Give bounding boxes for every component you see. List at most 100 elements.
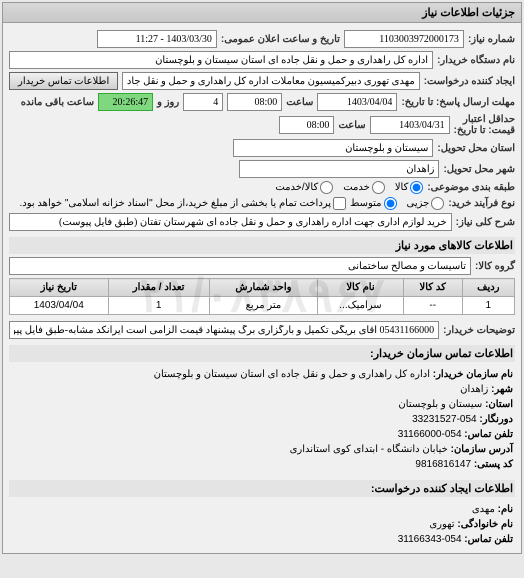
radio-service-label: خدمت: [343, 182, 370, 193]
c-fax: 054-33231527: [412, 414, 477, 425]
deadline-label: مهلت ارسال پاسخ: تا تاریخ:: [401, 97, 515, 108]
countdown-field: [98, 93, 153, 111]
radio-minor-label: جزیی: [407, 198, 430, 209]
buyer-org-label: نام دستگاه خریدار:: [437, 55, 515, 66]
cr-name: مهدی: [472, 504, 495, 515]
row-deadline: مهلت ارسال پاسخ: تا تاریخ: ساعت روز و سا…: [9, 93, 515, 111]
th-code: کد کالا: [403, 279, 462, 297]
panel-title: جزئیات اطلاعات نیاز: [3, 3, 521, 23]
panel-body: شماره نیاز: تاریخ و ساعت اعلان عمومی: نا…: [3, 23, 521, 553]
days-remaining-field[interactable]: [183, 93, 223, 111]
radio-goods[interactable]: کالا: [395, 181, 424, 194]
row-need-number: شماره نیاز: تاریخ و ساعت اعلان عمومی:: [9, 30, 515, 48]
group-field[interactable]: [9, 257, 471, 275]
validity-date-field[interactable]: [370, 116, 450, 134]
need-number-label: شماره نیاز:: [468, 34, 515, 45]
row-group: گروه کالا:: [9, 257, 515, 275]
validity-time-field[interactable]: [279, 116, 334, 134]
goods-section-title: اطلاعات کالاهای مورد نیاز: [9, 237, 515, 254]
group-label: گروه کالا:: [475, 261, 515, 272]
c-addr-label: آدرس سازمان:: [451, 444, 513, 455]
treasury-checkbox-input[interactable]: [333, 197, 346, 210]
radio-minor[interactable]: جزیی: [407, 197, 445, 210]
province-field[interactable]: [233, 139, 433, 157]
notes-label: توضیحات خریدار:: [443, 325, 515, 336]
subject-field[interactable]: [9, 213, 452, 231]
c-post-label: کد پستی:: [474, 459, 513, 470]
radio-medium-input[interactable]: [384, 197, 397, 210]
td-code: --: [403, 297, 462, 315]
radio-goods-input[interactable]: [410, 181, 423, 194]
creator-label: ایجاد کننده درخواست:: [424, 76, 515, 87]
row-province: استان محل تحویل:: [9, 139, 515, 157]
contact-section-title: اطلاعات تماس سازمان خریدار:: [9, 345, 515, 362]
radio-both-input[interactable]: [320, 181, 333, 194]
contact-block: نام سازمان خریدار: اداره کل راهداری و حم…: [9, 365, 515, 474]
c-tel-label: تلفن تماس:: [464, 429, 513, 440]
c-tel: 054-31166000: [398, 429, 462, 440]
subject-label: شرح کلی نیاز:: [456, 217, 515, 228]
validity-label2: قیمت: تا تاریخ:: [454, 125, 515, 136]
row-buyer-org: نام دستگاه خریدار:: [9, 51, 515, 69]
deadline-time-field[interactable]: [227, 93, 282, 111]
cr-fam-label: نام خانوادگی:: [457, 519, 513, 530]
th-qty: تعداد / مقدار: [108, 279, 209, 297]
row-creator: ایجاد کننده درخواست: اطلاعات تماس خریدار: [9, 72, 515, 90]
deadline-date-field[interactable]: [317, 93, 397, 111]
buyer-contact-button[interactable]: اطلاعات تماس خریدار: [9, 72, 118, 90]
notes-field[interactable]: [9, 321, 439, 339]
treasury-check[interactable]: پرداخت تمام یا بخشی از مبلغ خرید،از محل …: [19, 197, 346, 210]
cr-fam: تهوری: [429, 519, 454, 530]
treasury-check-label: پرداخت تمام یا بخشی از مبلغ خرید،از محل …: [19, 198, 331, 209]
creator-section-title: اطلاعات ایجاد کننده درخواست:: [9, 480, 515, 497]
row-notes: توضیحات خریدار:: [9, 321, 515, 339]
c-org-label: نام سازمان خریدار:: [433, 369, 513, 380]
deadline-time-label: ساعت: [286, 97, 313, 108]
days-label: روز و: [157, 97, 179, 108]
process-radio-group: جزیی متوسط: [350, 197, 444, 210]
td-unit: متر مربع: [209, 297, 317, 315]
row-process: نوع فرآیند خرید: جزیی متوسط پرداخت تمام …: [9, 197, 515, 210]
c-prov-label: استان:: [485, 399, 513, 410]
cr-name-label: نام:: [498, 504, 513, 515]
radio-service[interactable]: خدمت: [343, 181, 385, 194]
goods-table: ردیف کد کالا نام کالا واحد شمارش تعداد /…: [9, 278, 515, 315]
buyer-org-field[interactable]: [9, 51, 433, 69]
c-fax-label: دورنگار:: [479, 414, 513, 425]
td-row: 1: [462, 297, 514, 315]
th-row: ردیف: [462, 279, 514, 297]
radio-medium[interactable]: متوسط: [350, 197, 396, 210]
row-city: شهر محل تحویل:: [9, 160, 515, 178]
td-qty: 1: [108, 297, 209, 315]
th-unit: واحد شمارش: [209, 279, 317, 297]
province-label: استان محل تحویل:: [437, 143, 515, 154]
announce-date-field[interactable]: [97, 30, 217, 48]
process-label: نوع فرآیند خرید:: [448, 198, 515, 209]
radio-both-label: کالا/خدمت: [275, 182, 318, 193]
remain-label: ساعت باقی مانده: [21, 97, 94, 108]
need-number-field[interactable]: [344, 30, 464, 48]
c-city-label: شهر:: [491, 384, 513, 395]
c-city: زاهدان: [460, 384, 488, 395]
radio-minor-input[interactable]: [431, 197, 444, 210]
row-subject: شرح کلی نیاز:: [9, 213, 515, 231]
table-header-row: ردیف کد کالا نام کالا واحد شمارش تعداد /…: [10, 279, 515, 297]
table-row[interactable]: 1 -- سرامیک... متر مربع 1 1403/04/04: [10, 297, 515, 315]
td-date: 1403/04/04: [10, 297, 109, 315]
validity-time-label: ساعت: [338, 120, 365, 131]
radio-service-input[interactable]: [372, 181, 385, 194]
row-validity: حداقل اعتبار قیمت: تا تاریخ: ساعت: [9, 114, 515, 136]
validity-label1: حداقل اعتبار: [454, 114, 515, 125]
cr-tel: 054-31166343: [398, 534, 462, 545]
radio-both[interactable]: کالا/خدمت: [275, 181, 333, 194]
city-field[interactable]: [239, 160, 439, 178]
radio-goods-label: کالا: [395, 182, 409, 193]
th-name: نام کالا: [318, 279, 404, 297]
row-category: طبقه بندی موضوعی: کالا خدمت کالا/خدمت: [9, 181, 515, 194]
c-org: اداره کل راهداری و حمل و نقل جاده ای است…: [154, 369, 430, 380]
creator-field[interactable]: [122, 72, 419, 90]
category-radio-group: کالا خدمت کالا/خدمت: [275, 181, 423, 194]
announce-date-label: تاریخ و ساعت اعلان عمومی:: [221, 34, 340, 45]
c-post: 9816816147: [415, 459, 471, 470]
category-label: طبقه بندی موضوعی:: [427, 182, 515, 193]
